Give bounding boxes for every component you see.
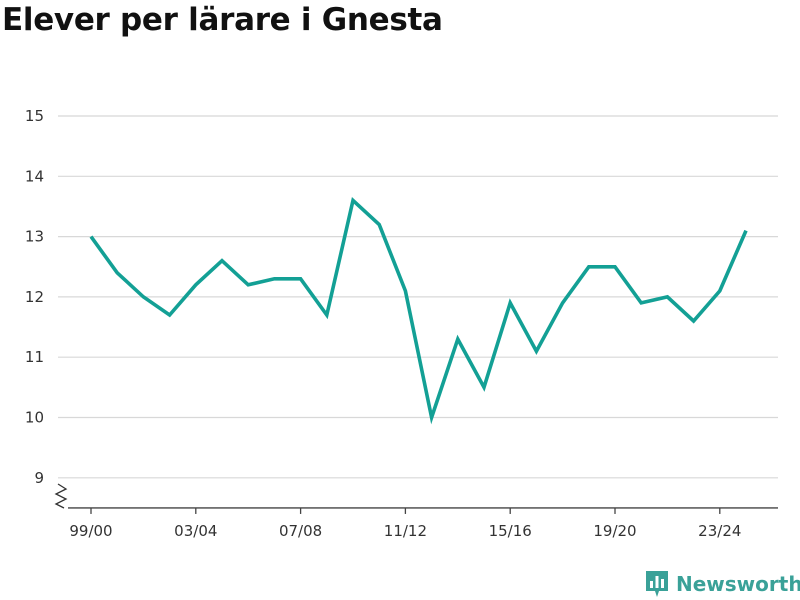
y-tick-label-14: 14 <box>25 167 44 185</box>
series-group <box>89 196 748 425</box>
series-line <box>89 196 748 425</box>
x-tick-label-07-08: 07/08 <box>279 522 322 540</box>
x-tick-label-11-12: 11/12 <box>384 522 427 540</box>
brand-name: Newsworthy <box>676 572 800 596</box>
axis-break-icon <box>54 483 68 509</box>
chart-title: Elever per lärare i Gnesta <box>2 2 443 38</box>
y-tick-label-9: 9 <box>34 469 44 487</box>
newsworthy-logo-icon <box>646 571 668 597</box>
y-tick-label-15: 15 <box>25 107 44 125</box>
y-tick-label-12: 12 <box>25 288 44 306</box>
x-tick-label-19-20: 19/20 <box>593 522 636 540</box>
brand-logo: Newsworthy <box>644 569 800 599</box>
x-tick-label-03-04: 03/04 <box>174 522 217 540</box>
x-tick-label-99-00: 99/00 <box>69 522 112 540</box>
y-tick-label-10: 10 <box>25 409 44 427</box>
y-axis: 9 10 11 12 13 14 15 <box>25 107 68 509</box>
y-tick-label-11: 11 <box>25 348 44 366</box>
y-tick-label-13: 13 <box>25 228 44 246</box>
x-axis: 99/00 03/04 07/08 11/12 15/16 19/20 23/24 <box>68 507 778 540</box>
x-tick-label-15-16: 15/16 <box>489 522 532 540</box>
x-tick-label-23-24: 23/24 <box>698 522 741 540</box>
